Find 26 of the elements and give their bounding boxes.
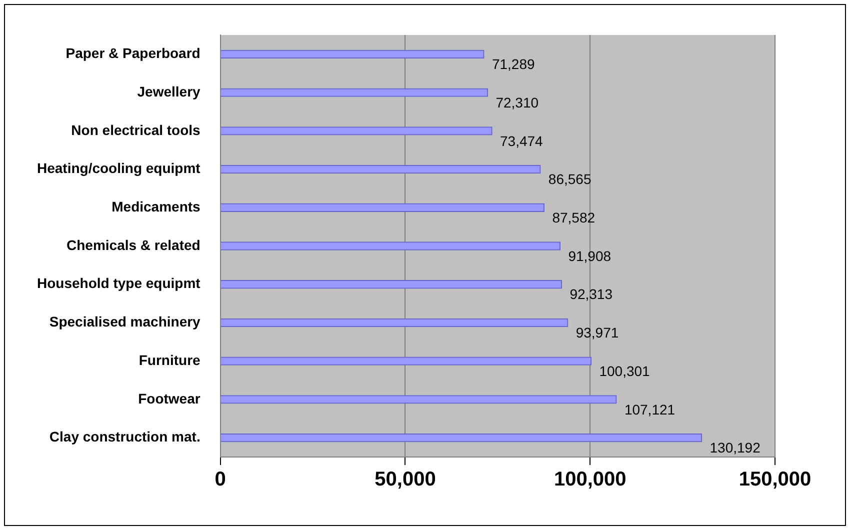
y-tick-label: Footwear	[138, 390, 201, 406]
y-tick-label: Furniture	[138, 352, 201, 368]
x-tick-label: 100,000	[554, 468, 626, 491]
data-label: 72,310	[496, 94, 539, 110]
y-tick-label: Clay construction mat.	[49, 428, 200, 445]
data-label: 100,301	[599, 362, 650, 379]
y-tick-label: Specialised machinery	[49, 314, 201, 330]
y-tick-label: Non electrical tools	[71, 122, 201, 138]
y-tick-label: Jewellery	[137, 83, 201, 100]
y-tick-label: Household type equipmt	[36, 275, 201, 292]
data-label: 86,565	[548, 171, 592, 188]
data-label: 130,192	[710, 440, 761, 456]
data-label: 91,908	[568, 248, 612, 264]
y-tick-label: Paper & Paperboard	[66, 45, 200, 62]
data-label: 92,313	[570, 286, 613, 302]
x-tick-label: 0	[214, 468, 226, 491]
y-tick-label: Heating/cooling equipmt	[36, 160, 201, 176]
data-label: 107,121	[624, 401, 676, 418]
data-label: 71,289	[492, 56, 535, 72]
x-tick-label: 150,000	[738, 468, 812, 491]
data-label: 93,971	[576, 324, 619, 341]
y-tick-label: Medicaments	[112, 198, 201, 214]
y-tick-label: Chemicals & related	[66, 236, 200, 253]
x-tick-label: 50,000	[374, 468, 436, 491]
data-label: 87,582	[552, 209, 596, 226]
data-label: 73,474	[500, 132, 544, 149]
